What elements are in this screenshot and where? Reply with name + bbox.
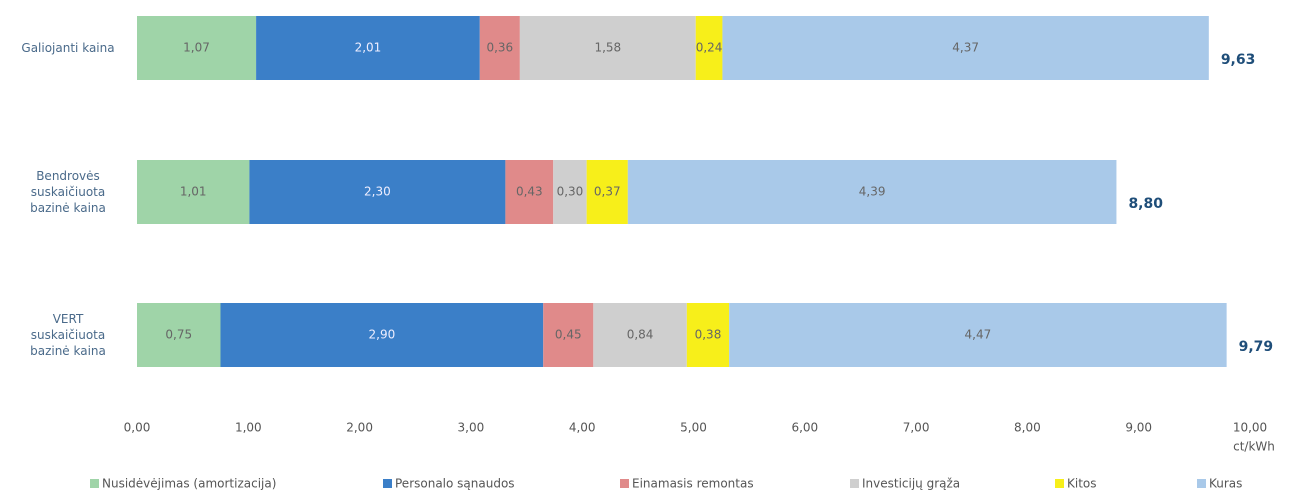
total-label: 9,63: [1221, 52, 1256, 68]
value-label: 4,47: [965, 328, 992, 342]
category-label: Bendrovės suskaičiuota bazinė kaina: [30, 169, 106, 215]
bar-segment: [553, 160, 587, 224]
legend-swatch: [90, 479, 99, 488]
legend-swatch: [850, 479, 859, 488]
bar-segment: [256, 16, 480, 80]
x-tick-label: 2,00: [346, 421, 373, 435]
value-label: 1,07: [183, 41, 210, 55]
category-label: Galiojanti kaina: [21, 41, 115, 55]
bar-segment: [543, 303, 594, 367]
value-label: 0,43: [516, 185, 543, 199]
x-tick-label: 10,00: [1233, 421, 1267, 435]
value-label: 0,84: [627, 328, 654, 342]
value-label: 0,30: [557, 185, 584, 199]
value-label: 0,24: [696, 41, 723, 55]
bar-segment: [722, 16, 1209, 80]
x-axis-label: ct/kWh: [1233, 440, 1275, 454]
legend-swatch: [383, 479, 392, 488]
x-tick-label: 3,00: [458, 421, 485, 435]
bar-segment: [519, 16, 696, 80]
legend-swatch: [1197, 479, 1206, 488]
value-label: 1,01: [180, 185, 207, 199]
legend-label: Nusidėvėjimas (amortizacija): [102, 477, 276, 491]
bar-segment: [137, 303, 221, 367]
category-label: VERT suskaičiuota bazinė kaina: [30, 312, 106, 358]
x-tick-label: 4,00: [569, 421, 596, 435]
value-label: 4,37: [952, 41, 979, 55]
x-tick-label: 9,00: [1125, 421, 1152, 435]
bar-segment: [593, 303, 687, 367]
x-tick-label: 7,00: [903, 421, 930, 435]
x-tick-label: 8,00: [1014, 421, 1041, 435]
value-label: 2,90: [369, 328, 396, 342]
bar-segment: [137, 160, 250, 224]
x-tick-label: 5,00: [680, 421, 707, 435]
legend-label: Investicijų grąža: [862, 477, 960, 491]
bar-segment: [479, 16, 520, 80]
x-tick-label: 1,00: [235, 421, 262, 435]
legend-label: Einamasis remontas: [632, 477, 754, 491]
bar-segment: [586, 160, 628, 224]
value-label: 0,75: [165, 328, 192, 342]
bar-segment: [220, 303, 544, 367]
legend-swatch: [1055, 479, 1064, 488]
bar-segment: [249, 160, 506, 224]
legend-label: Kitos: [1067, 477, 1097, 491]
value-label: 0,37: [594, 185, 621, 199]
value-label: 0,38: [695, 328, 722, 342]
value-label: 2,01: [355, 41, 382, 55]
value-label: 1,58: [594, 41, 621, 55]
bar-segment: [627, 160, 1117, 224]
value-label: 4,39: [859, 185, 886, 199]
bar-segment: [695, 16, 723, 80]
value-label: 0,45: [555, 328, 582, 342]
x-tick-label: 6,00: [791, 421, 818, 435]
value-label: 0,36: [486, 41, 513, 55]
bar-segment: [686, 303, 730, 367]
legend-swatch: [620, 479, 629, 488]
total-label: 8,80: [1128, 196, 1163, 212]
bar-segment: [729, 303, 1227, 367]
bar-segment: [505, 160, 554, 224]
x-tick-label: 0,00: [124, 421, 151, 435]
legend-label: Kuras: [1209, 477, 1242, 491]
bar-segment: [137, 16, 257, 80]
total-label: 9,79: [1239, 339, 1274, 355]
legend-label: Personalo sąnaudos: [395, 477, 515, 491]
value-label: 2,30: [364, 185, 391, 199]
